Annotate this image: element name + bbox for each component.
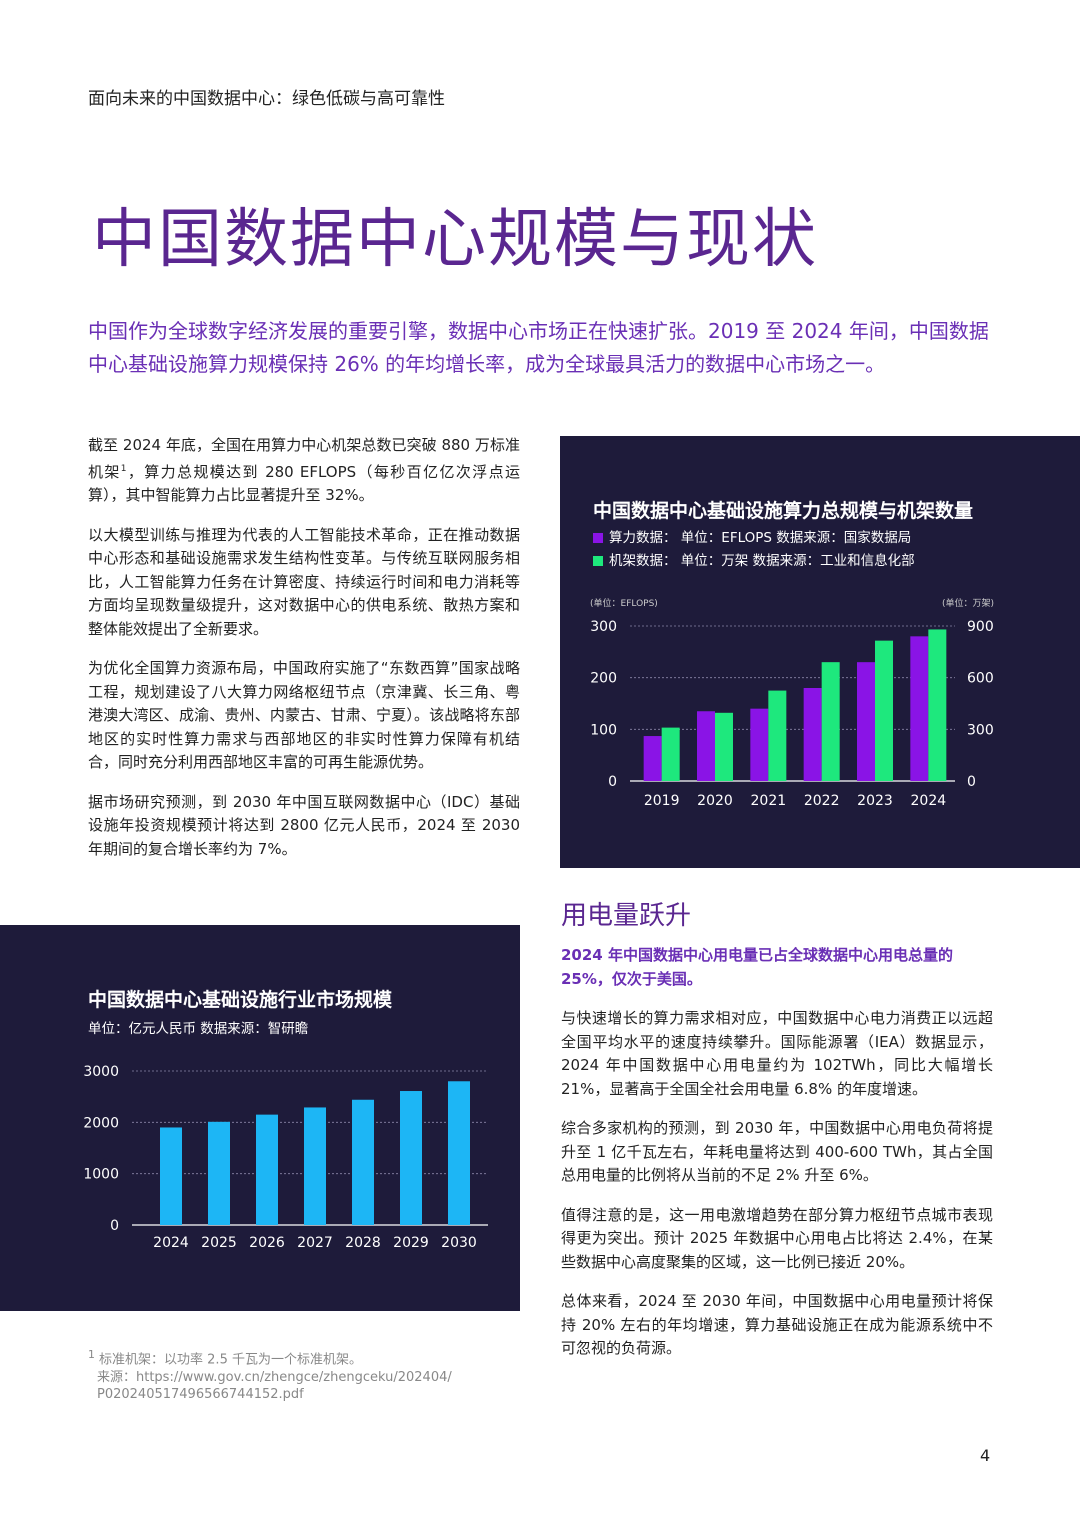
x-axis-tick: 2023 [857,793,893,809]
bar-compute-2020 [697,711,715,781]
page-number: 4 [980,1446,991,1465]
paragraph-power-growth: 与快速增长的算力需求相对应，中国数据中心电力消费正以远超全国平均水平的速度持续攀… [561,1009,993,1098]
x-axis-tick: 2020 [697,793,733,809]
market-size-chart-panel: 中国数据中心基础设施行业市场规模 单位：亿元人民币 数据来源：智研瞻 0 1000… [0,925,520,1311]
compute-rack-bar-chart: (单位：EFLOPS) (单位：万架) 0 0 100 300 200 600 300 900 20… [590,597,994,809]
left-column: 截至 2024 年底，全国在用算力中心机架总数已突破 880 万标准机架1，算力… [88,434,520,877]
bar-market-2028 [352,1099,374,1225]
footnote-source-link[interactable]: 来源：https://www.gov.cn/zhengce/zhengceku/… [97,1369,452,1385]
left-axis-tick: 300 [590,619,617,635]
legend-label: 机架数据： 单位：万架 数据来源：工业和信息化部 [609,553,915,569]
right-column: 用电量跃升 2024 年中国数据中心用电量已占全球数据中心用电总量的 25%，仅… [561,895,993,1377]
chart-title: 中国数据中心基础设施行业市场规模 [88,989,393,1011]
left-axis-unit: (单位：EFLOPS) [590,597,658,609]
bar-compute-2024 [910,636,929,781]
right-axis-tick: 900 [967,619,994,635]
legend-swatch-compute [593,533,603,543]
paragraph-ai-revolution: 以大模型训练与推理为代表的人工智能技术革命，正在推动数据中心形态和基础设施需求发… [88,525,520,638]
paragraph-summary: 总体来看，2024 至 2030 年间，中国数据中心用电量预计将保持 20% 左… [561,1292,993,1357]
running-header: 面向未来的中国数据中心：绿色低碳与高可靠性 [88,89,445,109]
paragraph-2030-forecast: 综合多家机构的预测，到 2030 年，中国数据中心用电负荷将提升至 1 亿千瓦左… [561,1119,993,1184]
x-axis-tick: 2024 [911,793,947,809]
bar-racks-2023 [875,640,893,781]
legend-swatch-racks [593,556,603,566]
paragraph-east-west: 为优化全国算力资源布局，中国政府实施了“东数西算”国家战略工程，规划建设了八大算… [88,659,520,771]
paragraph-rack-count: 截至 2024 年底，全国在用算力中心机架总数已突破 880 万标准机架1，算力… [88,434,520,508]
page-title: 中国数据中心规模与现状 [92,203,818,277]
x-axis-tick: 2019 [644,793,680,809]
footnote-mark: 1 [88,1348,95,1361]
bar-racks-2022 [821,662,840,781]
bar-racks-2019 [661,727,680,781]
x-axis-tick: 2028 [345,1235,381,1251]
x-axis-tick: 2021 [751,793,787,809]
paragraph-text: ，算力总规模达到 280 EFLOPS（每秒百亿亿次浮点运算），其中智能算力占比… [88,462,520,505]
bar-compute-2019 [643,736,662,781]
right-axis-tick: 300 [967,722,994,738]
left-axis-tick: 0 [608,774,617,790]
bar-racks-2021 [768,690,787,781]
paragraph-hub-cities: 值得注意的是，这一用电激增趋势在部分算力枢纽节点城市表现得更为突出。预计 202… [561,1205,993,1271]
legend-label: 算力数据： 单位：EFLOPS 数据来源：国家数据局 [609,530,912,546]
footnote-ref[interactable]: 1 [120,463,127,474]
x-axis-tick: 2025 [201,1235,237,1251]
bar-compute-2021 [750,708,769,781]
right-axis-tick: 600 [967,671,994,687]
highlight-statement: 2024 年中国数据中心用电量已占全球数据中心用电总量的 25%，仅次于美国。 [561,946,953,988]
compute-rack-chart-panel: 中国数据中心基础设施算力总规模与机架数量 算力数据： 单位：EFLOPS 数据来… [560,436,1080,868]
section-subtitle: 用电量跃升 [561,901,692,931]
legend-racks: 机架数据： 单位：万架 数据来源：工业和信息化部 [593,549,915,569]
y-axis-tick: 2000 [83,1115,119,1131]
right-axis-unit: (单位：万架) [942,597,994,609]
paragraph-text: 截至 2024 年底，全国在用算力中心机架总数已突破 880 万标准机架 [88,436,520,481]
y-axis-tick: 0 [110,1218,119,1234]
x-axis-tick: 2030 [441,1235,477,1251]
bar-market-2029 [400,1091,422,1225]
left-axis-tick: 100 [590,722,617,738]
bar-racks-2020 [715,712,733,781]
chart-unit-source: 单位：亿元人民币 数据来源：智研瞻 [88,1021,309,1037]
x-axis-tick: 2026 [249,1235,285,1251]
bar-compute-2023 [857,662,875,781]
left-axis-tick: 200 [590,671,617,687]
bar-market-2024 [160,1127,182,1225]
bar-compute-2022 [803,688,822,781]
right-axis-tick: 0 [967,774,976,790]
x-axis-tick: 2029 [393,1235,429,1251]
footnote-text: 标准机架：以功率 2.5 千瓦为一个标准机架。 [99,1352,362,1368]
footnote-source-file[interactable]: P020240517496566744152.pdf [97,1387,304,1403]
bar-market-2025 [208,1121,230,1225]
footnote-definition: 1 标准机架：以功率 2.5 千瓦为一个标准机架。 [88,1346,508,1369]
y-axis-tick: 3000 [83,1064,119,1080]
legend-compute: 算力数据： 单位：EFLOPS 数据来源：国家数据局 [593,526,911,546]
market-size-bar-chart: 0 1000 2000 3000 2024 2025 2026 2027 2028 2029 203… [83,1064,488,1251]
x-axis-tick: 2022 [804,793,840,809]
y-axis-tick: 1000 [83,1167,119,1183]
intro-paragraph: 中国作为全球数字经济发展的重要引擎，数据中心市场正在快速扩张。2019 至 20… [88,319,989,376]
x-axis-tick: 2027 [297,1235,333,1251]
bar-racks-2024 [928,629,947,781]
bar-market-2030 [448,1081,470,1225]
paragraph-idc-forecast: 据市场研究预测，到 2030 年中国互联网数据中心（IDC）基础设施年投资规模预… [88,792,520,858]
bar-market-2027 [304,1107,326,1225]
x-axis-tick: 2024 [153,1235,189,1251]
bar-market-2026 [256,1114,278,1225]
footnote: 1 标准机架：以功率 2.5 千瓦为一个标准机架。 来源：https://www… [88,1346,508,1404]
chart-title: 中国数据中心基础设施算力总规模与机架数量 [593,500,974,522]
